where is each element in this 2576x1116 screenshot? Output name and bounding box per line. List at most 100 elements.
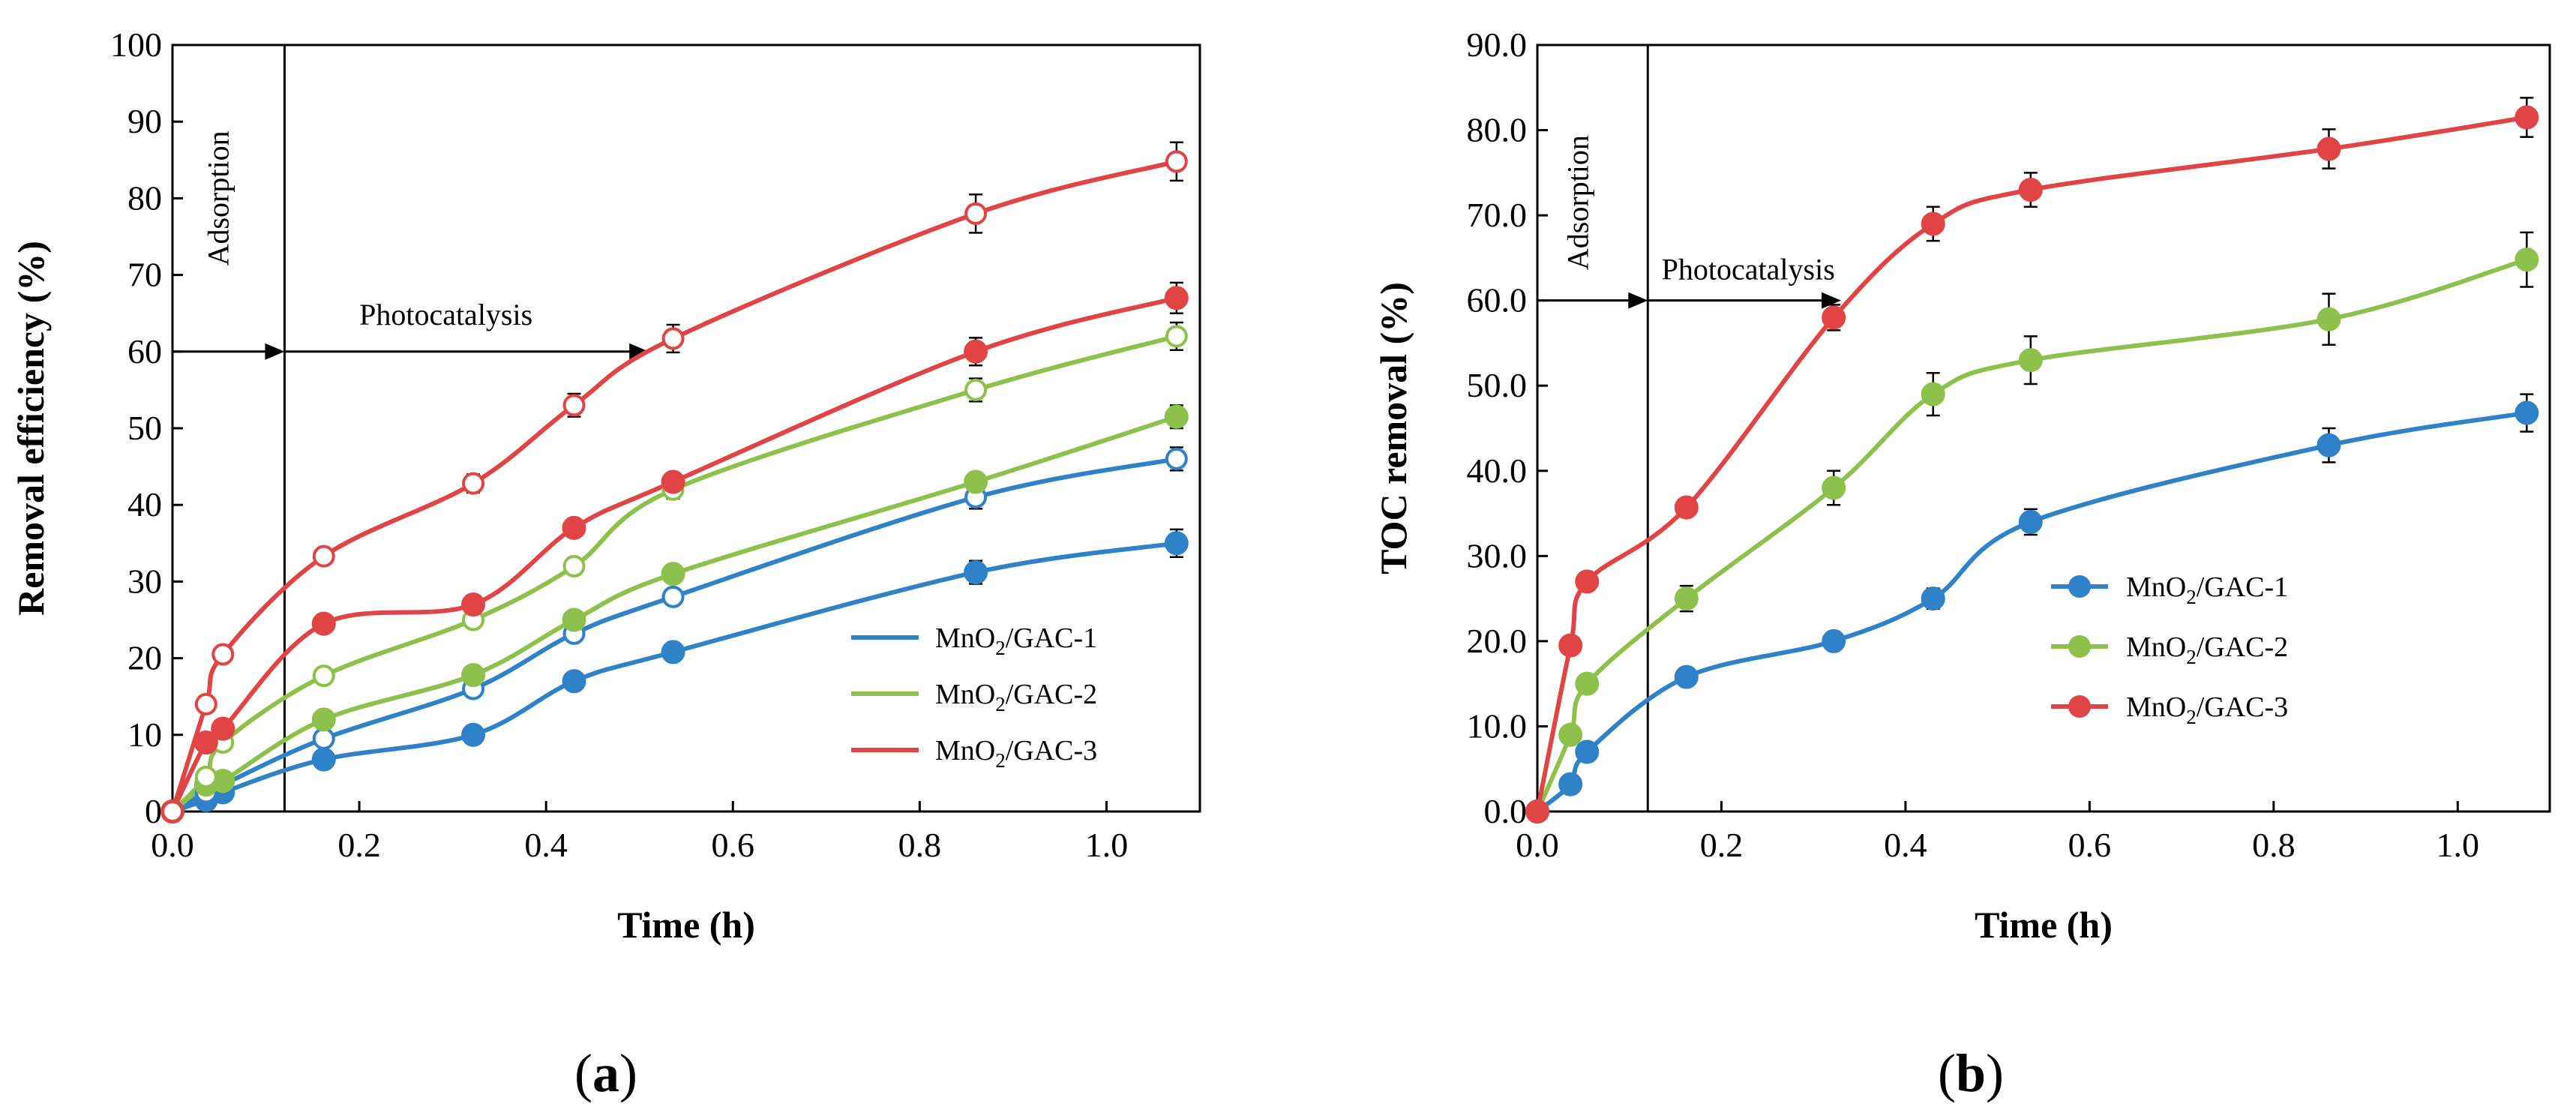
arrow-head [1628,292,1648,309]
y-axis-title: TOC removal (%) [1372,282,1414,574]
photocatalysis-label: Photocatalysis [359,298,532,332]
data-point [1575,671,1600,696]
x-tick-label: 0.4 [1884,826,1927,864]
data-point [562,515,586,540]
legend-label: MnO2/GAC-3 [2126,692,2288,728]
data-point [1558,633,1583,658]
data-point [461,663,486,688]
data-point-open [562,554,586,578]
data-point [1674,664,1699,689]
data-point-open [964,378,988,401]
arrow-head [1822,292,1841,309]
panel-a: 0 10 20 30 40 50 60 70 80 90 100 0.0 0.2 0.4 0.6 0.8 1.0… [10,26,1201,1103]
x-axis-title: Time (h) [1975,904,2113,946]
x-tick-label: 0.6 [712,826,755,864]
legend-label: MnO2/GAC-1 [935,622,1097,659]
data-point-open [1165,150,1188,173]
y-tick-label: 100 [110,26,162,64]
data-point [562,608,586,632]
data-point [1164,404,1189,429]
y-tick-label: 80.0 [1467,111,1528,149]
data-point-open [661,327,685,350]
legend-label: MnO2/GAC-2 [935,679,1097,716]
data-point [1921,382,1945,406]
data-point [2018,178,2043,202]
series-line [1535,115,2527,812]
legend-swatch-marker [2068,635,2091,658]
series-line [1535,257,2528,813]
y-tick-label: 20 [127,639,162,677]
data-point-open [211,643,235,666]
data-point [193,730,218,755]
series-line [170,159,1177,812]
data-point [1674,495,1699,520]
y-tick-label: 70 [127,256,162,294]
data-point [311,611,336,636]
data-point [1822,628,1846,653]
data-point [661,470,685,494]
data-point-open [194,692,217,716]
photocatalysis-label: Photocatalysis [1662,252,1835,286]
data-point-open [194,766,217,789]
data-point [461,722,486,747]
y-tick-label: 60.0 [1467,281,1528,320]
legend: MnO2/GAC-1 MnO2/GAC-2 MnO2/GAC-3 [2051,572,2288,728]
data-point [1164,531,1189,556]
data-point [2317,136,2341,161]
data-point [1921,212,1945,236]
data-point [2018,509,2043,534]
x-tick-label: 0.6 [2068,826,2112,864]
x-tick-label: 0.8 [2252,826,2296,864]
legend-label: MnO2/GAC-3 [935,735,1097,772]
data-point [1674,586,1699,611]
y-tick-label: 0 [145,792,162,830]
data-point-open [312,664,335,688]
y-tick-label: 90.0 [1467,26,1528,64]
adsorption-label: Adsorption [202,130,235,266]
data-point [1558,722,1583,747]
legend-label: MnO2/GAC-1 [2126,572,2288,608]
x-tick-label: 0.2 [1700,826,1744,864]
data-point-open [312,727,335,750]
data-point [311,747,336,772]
y-tick-label: 40.0 [1467,452,1528,490]
y-tick-label: 40 [127,485,162,524]
panel-label: (b) [1938,1043,2004,1103]
y-tick-label: 0.0 [1484,792,1528,830]
data-point [1822,476,1846,500]
data-point-open [661,585,685,608]
data-point [1558,772,1583,796]
x-tick-label: 0.2 [337,826,381,864]
data-point-open [1165,447,1188,470]
x-tick-label: 1.0 [1085,826,1129,864]
legend-swatch-marker [2068,695,2091,718]
y-tick-label: 10.0 [1467,706,1528,745]
x-tick-label: 0.8 [898,826,942,864]
legend-swatch-marker [2068,575,2091,598]
panel-label: (a) [574,1043,637,1103]
data-point-open [312,544,335,568]
legend-label: MnO2/GAC-2 [2126,632,2288,668]
adsorption-label: Adsorption [1561,135,1595,270]
data-point [2515,400,2539,425]
arrow-head [265,343,285,360]
y-tick-label: 70.0 [1467,196,1528,234]
x-tick-label: 0.4 [524,826,568,864]
x-tick-label: 0.0 [151,826,194,864]
data-point-open [462,472,485,495]
data-point [311,707,336,732]
data-point [562,669,586,694]
data-point [1575,569,1600,594]
data-point-open [1165,325,1188,348]
y-tick-label: 50 [127,409,162,447]
y-tick-label: 20.0 [1467,622,1528,660]
data-point [661,562,685,586]
data-point [1822,305,1846,330]
data-point [2515,105,2539,130]
data-point [964,560,988,585]
legend: MnO2/GAC-1 MnO2/GAC-2 MnO2/GAC-3 [851,622,1097,772]
x-tick-label: 0.0 [1516,826,1559,864]
data-point [2317,433,2341,458]
data-point-open [562,394,586,417]
